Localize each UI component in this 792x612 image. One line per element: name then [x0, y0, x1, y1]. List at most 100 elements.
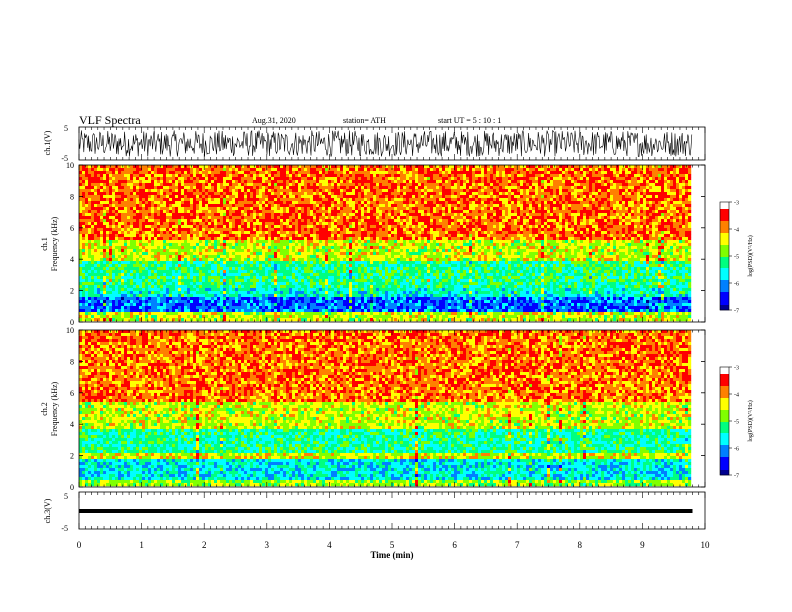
- ch1-spec-cell: [484, 177, 487, 180]
- ch1-spec-cell: [112, 192, 115, 195]
- ch1-spec-cell: [496, 183, 499, 186]
- ch1-spec-cell: [622, 171, 625, 174]
- ch1-spec-cell: [418, 174, 421, 177]
- ch1-spec-cell: [367, 177, 370, 180]
- ch1-spec-cell: [187, 183, 190, 186]
- ch1-spec-cell: [259, 195, 262, 198]
- ch1-spec-cell: [592, 168, 595, 171]
- ch1-spec-cell: [175, 171, 178, 174]
- ch1-spec-cell: [472, 180, 475, 183]
- ch1-spec-cell: [199, 198, 202, 201]
- ch1-spec-cell: [640, 201, 643, 204]
- ch1-spec-cell: [499, 192, 502, 195]
- ch1-spec-cell: [142, 186, 145, 189]
- ch1-spec-cell: [589, 186, 592, 189]
- ch1-spec-cell: [430, 174, 433, 177]
- ch1-spec-cell: [637, 171, 640, 174]
- ch1-spec-cell: [265, 186, 268, 189]
- ch1-spec-cell: [118, 192, 121, 195]
- ch1-spec-cell: [109, 192, 112, 195]
- ch1-spec-cell: [160, 192, 163, 195]
- ch1-spec-cell: [124, 171, 127, 174]
- ch1-spec-cell: [256, 165, 259, 168]
- ch1-spec-cell: [412, 183, 415, 186]
- ch1-spec-cell: [538, 204, 541, 207]
- ch1-spec-cell: [643, 165, 646, 168]
- ch1-spec-cell: [475, 174, 478, 177]
- ch1-spec-cell: [385, 198, 388, 201]
- ch1-spec-cell: [460, 180, 463, 183]
- ch1-spec-cell: [661, 180, 664, 183]
- ch1-spec-cell: [436, 165, 439, 168]
- ch1-spec-cell: [637, 183, 640, 186]
- ch1-spec-cell: [613, 171, 616, 174]
- ch1-spec-cell: [184, 195, 187, 198]
- ch1-spec-cell: [418, 201, 421, 204]
- ch1-spec-cell: [247, 195, 250, 198]
- ch1-spec-cell: [658, 201, 661, 204]
- ch1-spec-cell: [472, 186, 475, 189]
- ch1-spec-cell: [532, 180, 535, 183]
- ch1-spec-cell: [409, 201, 412, 204]
- ch1-spec-cell: [382, 192, 385, 195]
- ch1-spec-cell: [559, 177, 562, 180]
- ch1-spec-cell: [622, 198, 625, 201]
- ch1-spec-cell: [346, 174, 349, 177]
- ch1-spec-cell: [328, 201, 331, 204]
- ch1-spec-cell: [679, 195, 682, 198]
- ch1-spec-cell: [445, 180, 448, 183]
- ch1-spec-cell: [451, 192, 454, 195]
- ch1-spec-cell: [517, 183, 520, 186]
- ch1-spec-cell: [631, 180, 634, 183]
- ch1-spec-cell: [670, 177, 673, 180]
- ch1-spec-cell: [214, 195, 217, 198]
- ch1-spec-cell: [499, 180, 502, 183]
- ch1-spec-cell: [85, 177, 88, 180]
- ch1-spec-cell: [640, 177, 643, 180]
- ch1-spec-cell: [283, 189, 286, 192]
- ch1-spec-cell: [337, 174, 340, 177]
- ch1-spec-cell: [310, 201, 313, 204]
- ch1-spec-cell: [244, 171, 247, 174]
- ch1-spec-cell: [487, 198, 490, 201]
- ch1-spec-cell: [667, 171, 670, 174]
- ch1-spec-cell: [679, 189, 682, 192]
- ch1-spec-cell: [439, 204, 442, 207]
- ch1-spec-cell: [151, 180, 154, 183]
- ch1-spec-cell: [259, 168, 262, 171]
- ch1-spec-cell: [493, 189, 496, 192]
- ch1-spec-cell: [307, 192, 310, 195]
- ch1-spec-cell: [496, 192, 499, 195]
- ch1-spec-cell: [211, 171, 214, 174]
- ch1-spec-cell: [109, 168, 112, 171]
- ch1-spec-cell: [106, 195, 109, 198]
- ch1-spec-cell: [619, 168, 622, 171]
- ch1-spec-cell: [397, 201, 400, 204]
- ch1-spec-cell: [355, 198, 358, 201]
- ch1-spec-cell: [565, 183, 568, 186]
- ch1-spec-cell: [277, 174, 280, 177]
- ch1-spec-cell: [400, 204, 403, 207]
- ch1-spec-cell: [526, 183, 529, 186]
- ch1-spec-cell: [367, 186, 370, 189]
- ch1-spec-cell: [241, 183, 244, 186]
- ch1-spec-cell: [598, 180, 601, 183]
- ch1-spec-cell: [106, 183, 109, 186]
- ch1-spec-cell: [421, 204, 424, 207]
- ch1-spec-cell: [355, 195, 358, 198]
- ch1-spec-cell: [412, 192, 415, 195]
- ch1-spec-cell: [574, 174, 577, 177]
- ch1-spec-cell: [385, 189, 388, 192]
- ch1-spec-cell: [484, 174, 487, 177]
- ch1-spec-cell: [628, 174, 631, 177]
- ch1-spec-cell: [382, 198, 385, 201]
- ch1-spec-cell: [109, 189, 112, 192]
- ch1-spec-cell: [601, 180, 604, 183]
- ch1-spec-cell: [634, 192, 637, 195]
- ch1-spec-cell: [130, 195, 133, 198]
- ch1-spec-cell: [502, 186, 505, 189]
- ch1-spec-cell: [484, 171, 487, 174]
- ch1-spec-cell: [367, 165, 370, 168]
- ch1-spec-cell: [400, 195, 403, 198]
- ch1-spec-cell: [586, 165, 589, 168]
